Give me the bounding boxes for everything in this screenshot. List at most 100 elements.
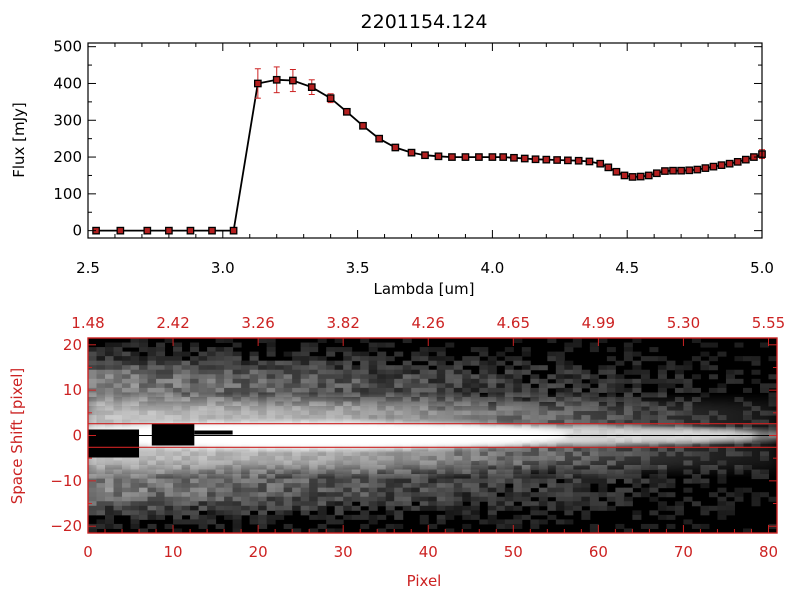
- heatmap-cell: [385, 369, 395, 375]
- heatmap-cell: [300, 356, 310, 362]
- heatmap-cell: [623, 347, 633, 353]
- heatmap-cell: [122, 360, 132, 366]
- heatmap-cell: [190, 505, 200, 511]
- heatmap-cell: [105, 469, 115, 475]
- heatmap-cell: [419, 396, 429, 402]
- heatmap-cell: [147, 492, 157, 498]
- heatmap-cell: [572, 496, 582, 502]
- heatmap-cell: [691, 338, 701, 344]
- heatmap-cell: [292, 469, 302, 475]
- heatmap-cell: [156, 387, 166, 393]
- heatmap-cell: [632, 360, 642, 366]
- heatmap-cell: [555, 501, 565, 507]
- heatmap-cell: [317, 469, 327, 475]
- heatmap-cell: [725, 374, 735, 380]
- heatmap-cell: [479, 496, 489, 502]
- heatmap-cell: [453, 474, 463, 480]
- heatmap-cell: [275, 360, 285, 366]
- data-point: [725, 159, 734, 168]
- data-point: [685, 166, 694, 175]
- heatmap-cell: [649, 478, 659, 484]
- heatmap-cell: [232, 356, 242, 362]
- heatmap-cell: [283, 396, 293, 402]
- heatmap-cell: [708, 365, 718, 371]
- image-x-tick-label: 30: [334, 543, 353, 561]
- heatmap-cell: [598, 338, 608, 344]
- heatmap-cell: [436, 487, 446, 493]
- heatmap-cell: [215, 378, 225, 384]
- heatmap-cell: [436, 369, 446, 375]
- heatmap-cell: [436, 347, 446, 353]
- heatmap-cell: [105, 510, 115, 516]
- heatmap-cell: [334, 383, 344, 389]
- heatmap-cell: [292, 396, 302, 402]
- heatmap-cell: [411, 369, 421, 375]
- heatmap-cell: [317, 510, 327, 516]
- heatmap-cell: [207, 505, 217, 511]
- heatmap-cell: [326, 514, 336, 520]
- heatmap-cell: [105, 483, 115, 489]
- heatmap-cell: [411, 356, 421, 362]
- heatmap-cell: [479, 519, 489, 525]
- heatmap-cell: [215, 338, 225, 344]
- heatmap-cell: [513, 492, 523, 498]
- heatmap-cell: [258, 469, 268, 475]
- heatmap-cell: [470, 478, 480, 484]
- data-point: [677, 166, 685, 175]
- heatmap-cell: [513, 387, 523, 393]
- heatmap-cell: [530, 365, 540, 371]
- heatmap-cell: [479, 378, 489, 384]
- heatmap-cell: [326, 351, 336, 357]
- heatmap-cell: [215, 369, 225, 375]
- heatmap-cell: [751, 474, 761, 480]
- heatmap-cell: [385, 492, 395, 498]
- heatmap-cell: [436, 396, 446, 402]
- heatmap-cell: [419, 514, 429, 520]
- heatmap-cell: [224, 514, 234, 520]
- heatmap-cell: [224, 396, 234, 402]
- heatmap-cell: [266, 396, 276, 402]
- heatmap-cell: [300, 492, 310, 498]
- heatmap-cell: [691, 523, 701, 529]
- heatmap-cell: [402, 378, 412, 384]
- spectrum-series: [92, 66, 766, 235]
- heatmap-cell: [589, 342, 599, 348]
- heatmap-cell: [241, 474, 251, 480]
- heatmap-cell: [717, 351, 727, 357]
- heatmap-cell: [428, 474, 438, 480]
- heatmap-cell: [759, 383, 769, 389]
- heatmap-cell: [462, 387, 472, 393]
- heatmap-cell: [181, 351, 191, 357]
- heatmap-cell: [555, 369, 565, 375]
- heatmap-cell: [632, 378, 642, 384]
- heatmap-cell: [181, 501, 191, 507]
- heatmap-cell: [139, 505, 149, 511]
- heatmap-cell: [258, 360, 268, 366]
- heatmap-cell: [224, 505, 234, 511]
- heatmap-cell: [436, 392, 446, 398]
- heatmap-cell: [470, 387, 480, 393]
- heatmap-cell: [657, 374, 667, 380]
- heatmap-cell: [309, 342, 319, 348]
- heatmap-cell: [632, 492, 642, 498]
- heatmap-cell: [530, 510, 540, 516]
- heatmap-cell: [224, 365, 234, 371]
- heatmap-cell: [300, 510, 310, 516]
- heatmap-cell: [326, 474, 336, 480]
- heatmap-cell: [309, 378, 319, 384]
- heatmap-cell: [351, 483, 361, 489]
- heatmap-cell: [402, 374, 412, 380]
- heatmap-cell: [564, 519, 574, 525]
- heatmap-cell: [555, 496, 565, 502]
- heatmap-cell: [351, 505, 361, 511]
- heatmap-cell: [547, 338, 557, 344]
- heatmap-cell: [377, 360, 387, 366]
- heatmap-cell: [751, 492, 761, 498]
- heatmap-cell: [232, 392, 242, 398]
- heatmap-cell: [173, 383, 183, 389]
- heatmap-cell: [334, 378, 344, 384]
- heatmap-cell: [266, 505, 276, 511]
- image-x-axis-label: Pixel: [407, 572, 442, 590]
- heatmap-cell: [122, 510, 132, 516]
- heatmap-cell: [368, 360, 378, 366]
